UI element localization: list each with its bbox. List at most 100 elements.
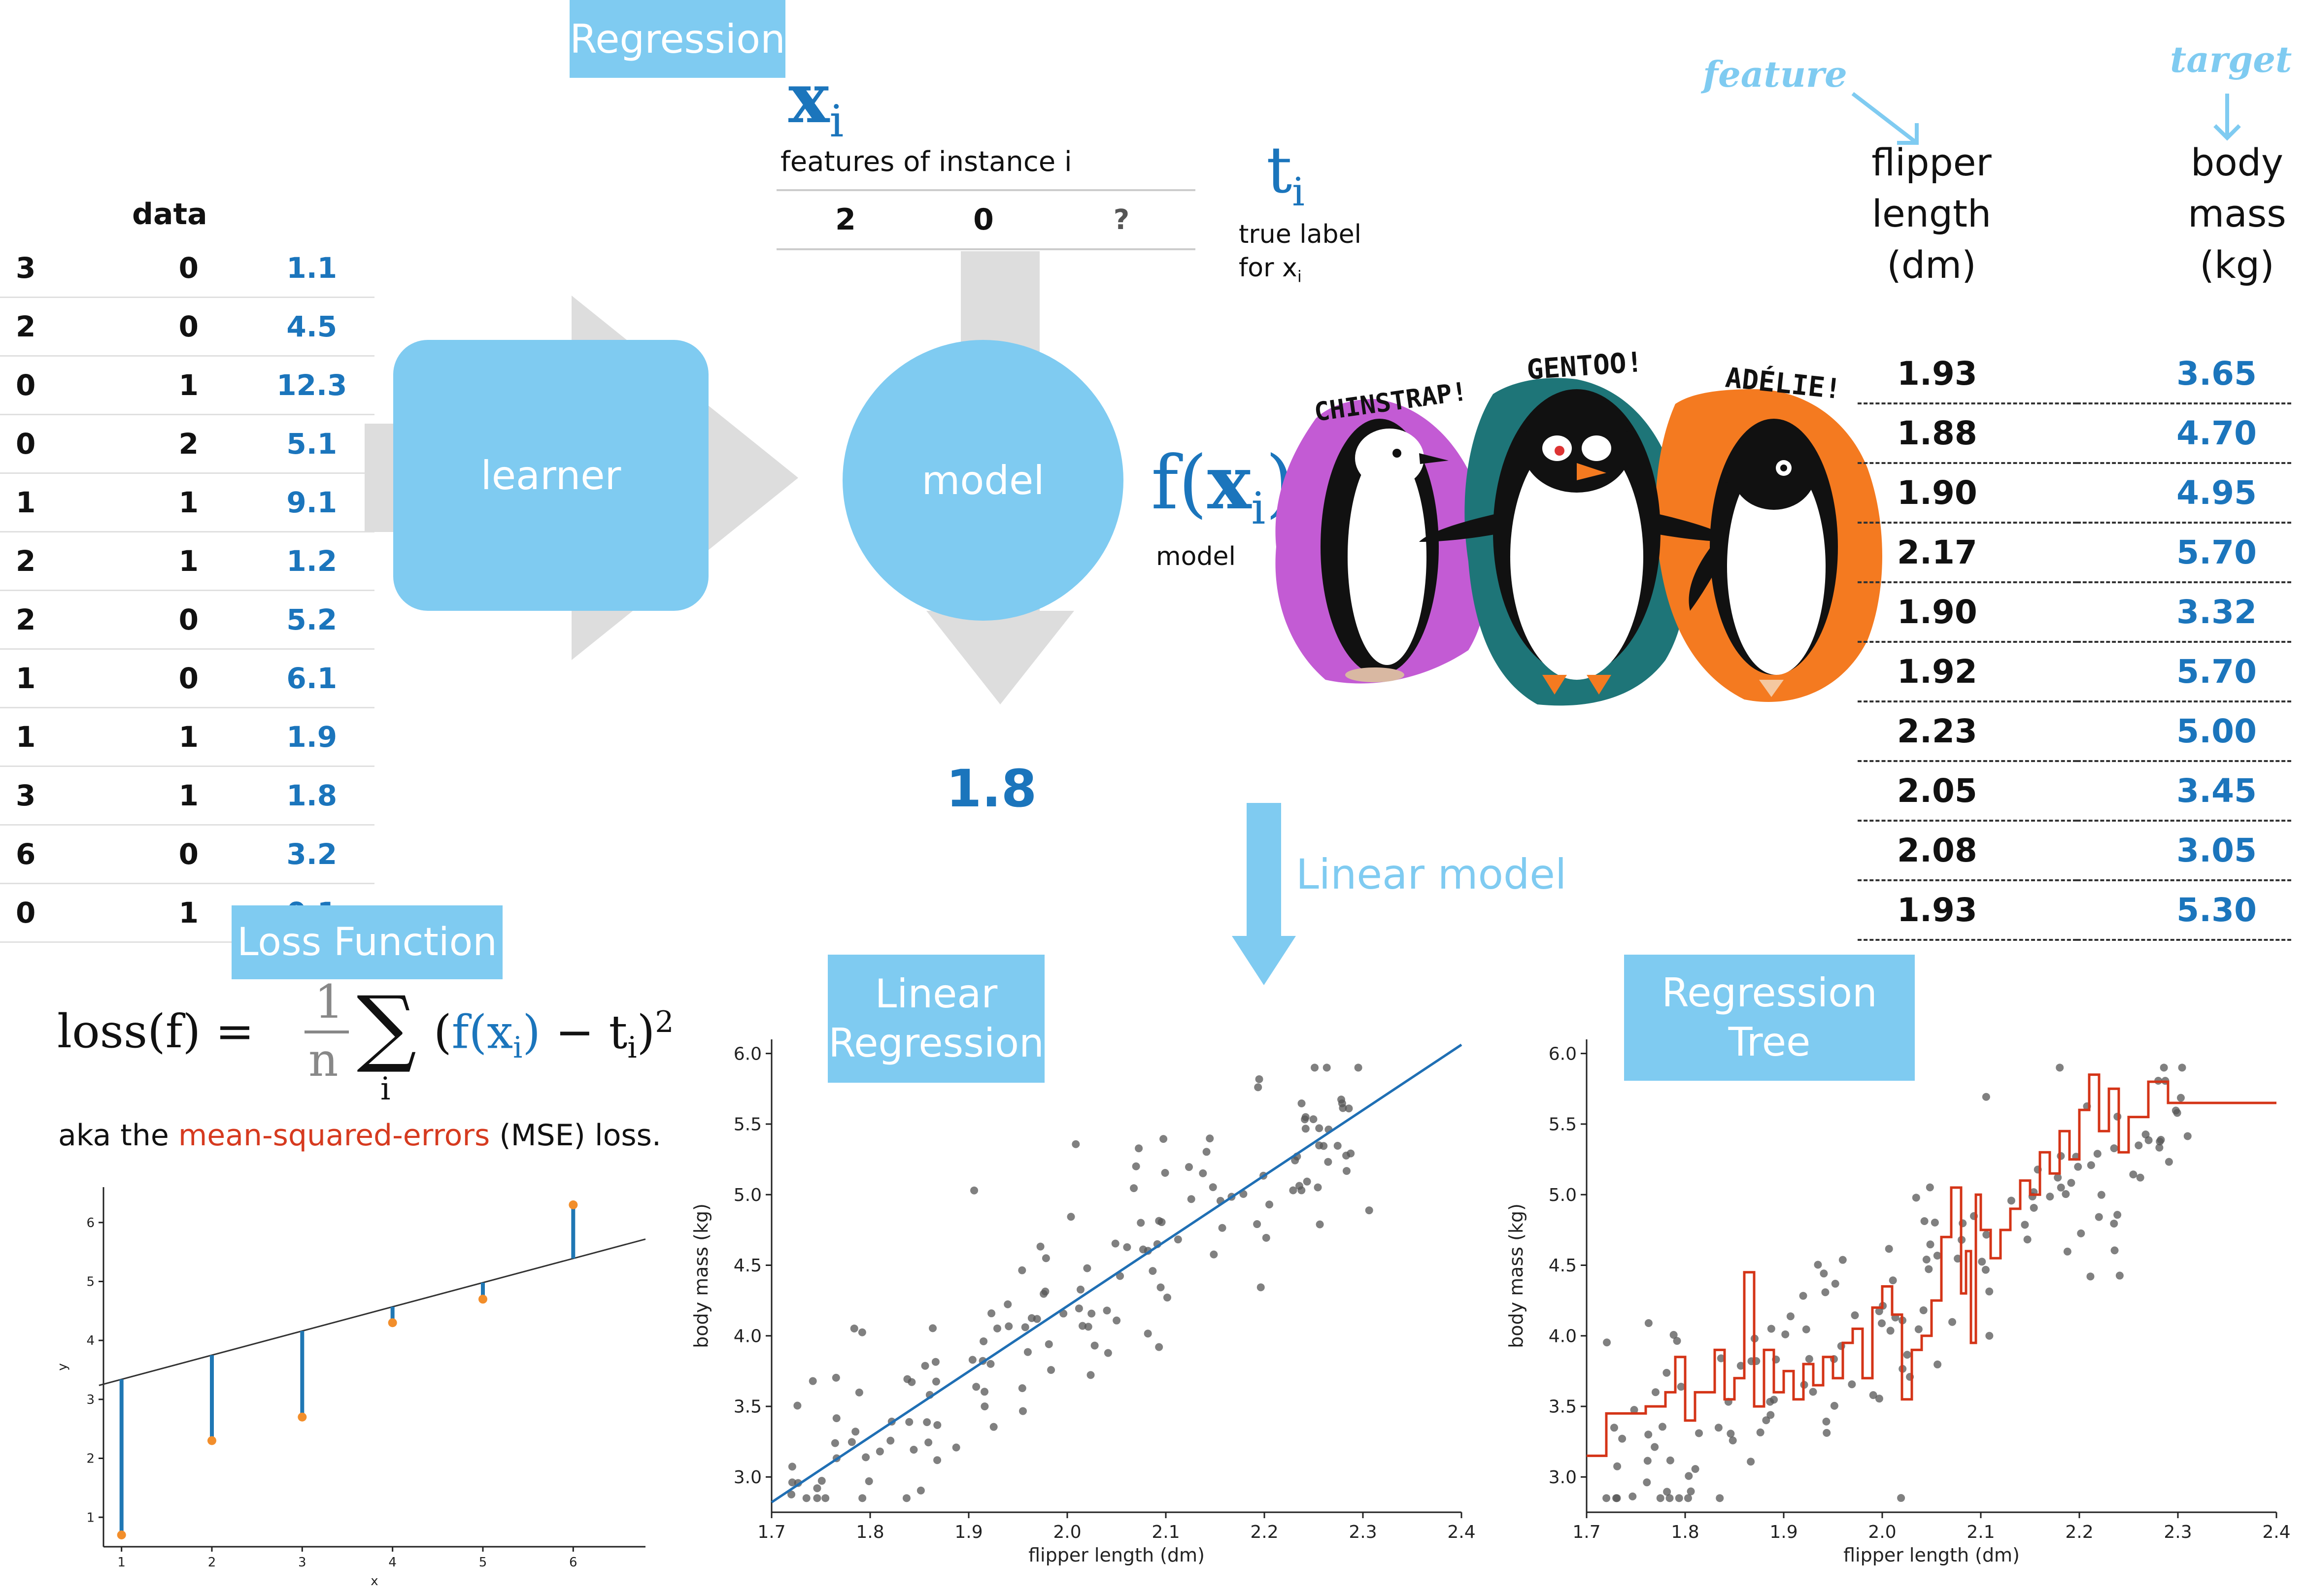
data-point — [1333, 1142, 1342, 1150]
data-point — [832, 1373, 840, 1382]
data-label-cell: 6.1 — [249, 649, 374, 708]
data-point — [1075, 1304, 1083, 1313]
data-point — [821, 1494, 830, 1502]
y-tick-label: 6.0 — [734, 1044, 762, 1064]
y-axis-label: body mass (kg) — [690, 1203, 712, 1348]
data-point — [1365, 1206, 1373, 1215]
feature-column-header: flipper length (dm) — [1871, 140, 1992, 287]
data-point — [1602, 1494, 1611, 1502]
feature-annotation: feature — [1703, 53, 1847, 95]
data-point — [850, 1324, 858, 1332]
data-point — [855, 1388, 863, 1396]
data-point — [1820, 1269, 1828, 1278]
data-point — [851, 1428, 860, 1436]
data-point — [933, 1456, 942, 1464]
feature-target-table: 1.93 3.65 1.88 4.70 1.90 4.95 2.17 5.70 1.90 3.32… — [1858, 345, 2291, 941]
data-point — [1658, 1423, 1666, 1431]
data-feature-cell: 1 — [128, 356, 250, 415]
data-point — [1255, 1075, 1263, 1083]
data-point — [2176, 1094, 2185, 1102]
data-point — [1079, 1322, 1087, 1330]
feature-target-row: 1.92 5.70 — [1858, 642, 2291, 702]
flipper-length-cell: 2.23 — [1858, 701, 2077, 762]
data-point — [1320, 1142, 1328, 1150]
data-point — [1347, 1149, 1355, 1158]
data-feature-cell: 2 — [0, 590, 128, 650]
flipper-length-cell: 1.88 — [1858, 403, 2077, 464]
data-point — [993, 1324, 1001, 1332]
data-feature-cell: 2 — [0, 297, 128, 357]
data-label-cell: 12.3 — [249, 356, 374, 415]
data-point — [1933, 1360, 1942, 1368]
chinstrap-penguin — [1321, 419, 1449, 682]
data-point — [1161, 1169, 1169, 1177]
y-tick-label: 4.0 — [1549, 1326, 1577, 1346]
x-tick-label: 2.3 — [1349, 1522, 1377, 1542]
data-point — [921, 1362, 929, 1370]
x-axis-label: x — [371, 1574, 378, 1589]
data-point — [1342, 1167, 1351, 1175]
flipper-length-cell: 1.92 — [1858, 642, 2077, 702]
data-point — [2046, 1193, 2054, 1201]
data-point — [1047, 1366, 1055, 1374]
data-point — [1685, 1472, 1693, 1480]
data-point — [1297, 1186, 1306, 1195]
flipper-length-cell: 1.93 — [1858, 880, 2077, 941]
data-point — [1736, 1362, 1745, 1370]
data-point — [2023, 1235, 2032, 1244]
data-point — [1875, 1395, 1883, 1403]
data-point — [1809, 1388, 1817, 1396]
data-point — [986, 1360, 995, 1368]
data-point — [1076, 1285, 1085, 1294]
data-point — [809, 1377, 817, 1385]
data-point — [478, 1295, 487, 1304]
data-point — [1116, 1272, 1124, 1280]
data-point — [1209, 1183, 1217, 1192]
data-point — [831, 1439, 839, 1447]
adelie-penguin — [1689, 419, 1838, 697]
data-point — [1948, 1318, 1957, 1326]
data-point — [1202, 1148, 1211, 1156]
data-point — [858, 1328, 866, 1336]
data-point — [1610, 1424, 1618, 1432]
data-point — [1727, 1430, 1735, 1438]
data-point — [1903, 1351, 1911, 1359]
data-point — [1324, 1158, 1332, 1166]
flipper-length-cell: 2.17 — [1858, 523, 2077, 583]
y-tick-label: 4.5 — [734, 1256, 762, 1276]
data-feature-cell: 0 — [128, 590, 250, 650]
data-point — [902, 1494, 911, 1502]
y-tick-label: 3 — [86, 1393, 95, 1407]
data-row: 3 0 1.1 — [0, 239, 374, 298]
true-label-caption: true label for xi — [1239, 220, 1362, 286]
data-point — [1206, 1134, 1214, 1143]
data-point — [1155, 1217, 1163, 1225]
model-circle: model — [843, 340, 1123, 621]
data-row: 3 1 1.8 — [0, 766, 374, 826]
y-tick-label: 6 — [86, 1216, 95, 1230]
data-point — [1981, 1265, 1990, 1274]
data-point — [980, 1337, 988, 1345]
data-point — [1922, 1255, 1931, 1264]
data-point — [2074, 1163, 2082, 1171]
y-tick-label: 5.5 — [734, 1115, 762, 1135]
target-arrow-icon — [2213, 94, 2241, 141]
data-point — [1851, 1311, 1859, 1320]
y-tick-label: 3.0 — [734, 1467, 762, 1488]
data-point — [931, 1358, 940, 1366]
learner-box: learner — [393, 340, 709, 611]
data-point — [2110, 1246, 2119, 1255]
y-axis-label: body mass (kg) — [1505, 1203, 1527, 1348]
data-point — [2062, 1190, 2070, 1198]
regression-tree-chart: 1.7 1.8 1.9 2.0 2.1 2.2 2.3 2.4 3.0 3.5 4.0 4.5 5.0 5… — [1505, 1039, 2291, 1566]
x-tick-label: 1.7 — [1572, 1522, 1600, 1542]
regression-section-tag: Regression — [570, 0, 785, 78]
data-point — [1297, 1099, 1306, 1108]
linear-model-arrow — [1232, 803, 1296, 985]
data-point — [1656, 1494, 1664, 1502]
mse-highlight: mean-squared-errors — [178, 1118, 490, 1153]
x-tick-label: 3 — [298, 1555, 306, 1570]
data-point — [1643, 1457, 1652, 1465]
data-point — [1695, 1429, 1703, 1437]
data-point — [1045, 1340, 1053, 1348]
